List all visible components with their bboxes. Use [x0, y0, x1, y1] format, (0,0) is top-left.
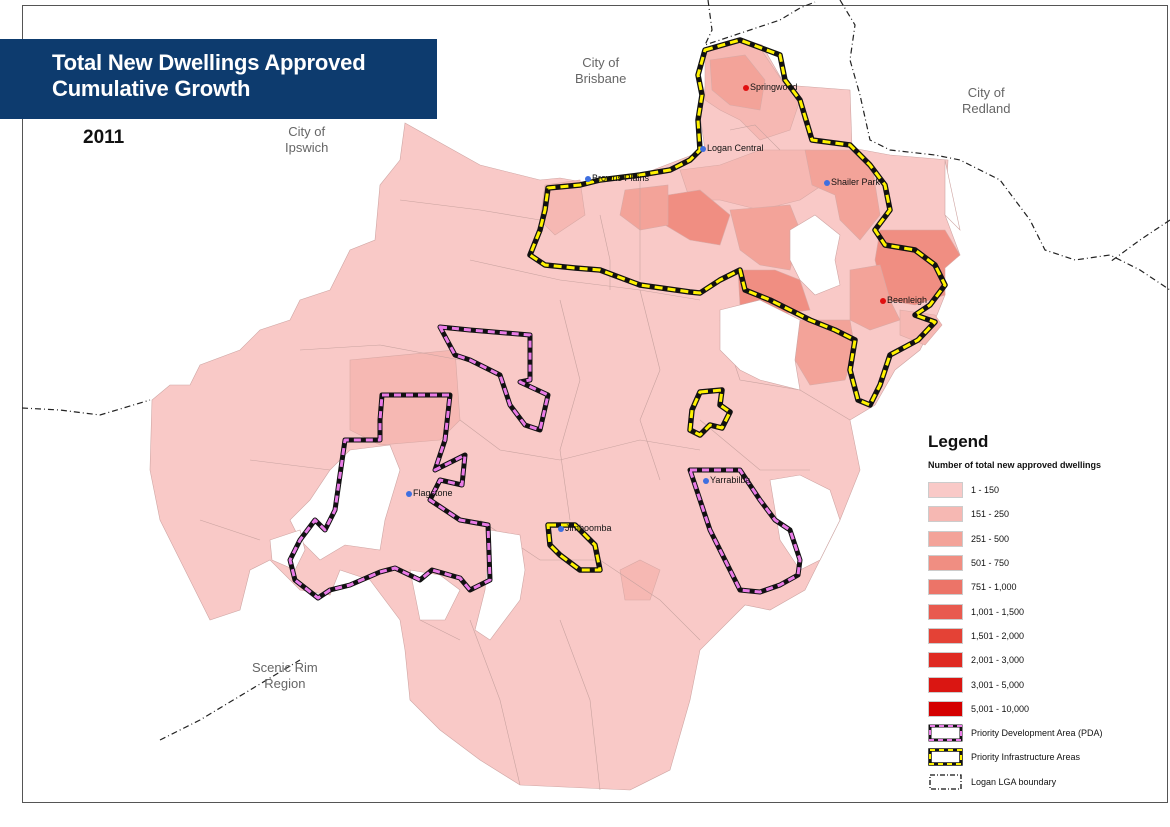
legend-classes: 1 - 150 151 - 250 251 - 500 501 - 750 751 - … — [928, 478, 1163, 721]
title-line-2: Cumulative Growth — [52, 76, 251, 101]
legend-class-row: 1,001 - 1,500 — [928, 599, 1163, 623]
legend-title: Legend — [928, 432, 989, 451]
legend-swatch — [928, 603, 963, 620]
title-banner: Total New Dwellings Approved Cumulative … — [0, 39, 437, 119]
legend-swatch — [928, 530, 963, 547]
legend-swatch — [928, 555, 963, 572]
legend-class-row: 2,001 - 3,000 — [928, 648, 1163, 672]
legend-subtitle: Number of total new approved dwellings — [928, 460, 1102, 470]
legend-row-lga: Logan LGA boundary — [928, 770, 1163, 794]
legend-class-row: 151 - 250 — [928, 502, 1163, 526]
legend-swatch — [928, 676, 963, 693]
place-springwood: Springwood — [743, 82, 798, 92]
unshaded-areas — [269, 159, 961, 641]
region-redland: City of Redland — [962, 85, 1011, 116]
place-yarrabilba: Yarrabilba — [703, 475, 750, 485]
pia-symbol-icon — [928, 748, 963, 767]
red-dot-icon — [743, 85, 749, 91]
legend-class-row: 3,001 - 5,000 — [928, 672, 1163, 696]
legend-class-label: 3,001 - 5,000 — [971, 679, 1025, 690]
blue-dot-icon — [824, 180, 830, 186]
legend: Legend Number of total new approved dwel… — [928, 432, 1163, 794]
pia-outlines — [527, 37, 948, 573]
pda-outlines — [287, 324, 803, 601]
legend-swatch — [928, 652, 963, 669]
legend-class-label: 151 - 250 — [971, 509, 1010, 520]
legend-class-label: 501 - 750 — [971, 558, 1010, 569]
legend-swatch — [928, 627, 963, 644]
red-dot-icon — [880, 298, 886, 304]
legend-class-row: 251 - 500 — [928, 527, 1163, 551]
legend-swatch — [928, 700, 963, 717]
legend-swatch — [928, 482, 963, 499]
legend-class-row: 1 - 150 — [928, 478, 1163, 502]
blue-dot-icon — [585, 176, 591, 182]
legend-class-label: 5,001 - 10,000 — [971, 703, 1030, 714]
blue-dot-icon — [558, 526, 564, 532]
place-flagstone: Flagstone — [406, 488, 453, 498]
region-brisbane: City of Brisbane — [575, 55, 627, 86]
legend-class-label: 251 - 500 — [971, 533, 1010, 544]
blue-dot-icon — [406, 491, 412, 497]
lga-boundary — [21, 0, 1170, 741]
legend-class-row: 5,001 - 10,000 — [928, 697, 1163, 721]
blue-dot-icon — [703, 478, 709, 484]
legend-class-label: 1 - 150 — [971, 485, 1000, 496]
legend-class-row: 751 - 1,000 — [928, 575, 1163, 599]
place-browns-plains: Browns Plains — [585, 173, 649, 183]
place-shailer-park: Shailer Park — [824, 177, 880, 187]
legend-label-lga: Logan LGA boundary — [971, 776, 1057, 787]
legend-class-row: 501 - 750 — [928, 551, 1163, 575]
legend-class-label: 751 - 1,000 — [971, 582, 1017, 593]
suburb-shading — [349, 39, 961, 601]
place-logan-central: Logan Central — [700, 143, 764, 153]
legend-class-label: 1,501 - 2,000 — [971, 630, 1025, 641]
legend-label-pia: Priority Infrastructure Areas — [971, 752, 1081, 763]
legend-class-label: 1,001 - 1,500 — [971, 606, 1025, 617]
pda-symbol-icon — [928, 724, 963, 742]
blue-dot-icon — [700, 146, 706, 152]
region-scenic-rim: Scenic Rim Region — [252, 660, 318, 691]
lga-boundary-symbol-icon — [929, 774, 962, 790]
legend-class-row: 1,501 - 2,000 — [928, 624, 1163, 648]
place-jimboomba: Jimboomba — [558, 523, 612, 533]
place-beenleigh: Beenleigh — [880, 295, 927, 305]
legend-row-pda: Priority Development Area (PDA) — [928, 721, 1163, 745]
legend-label-pda: Priority Development Area (PDA) — [971, 728, 1103, 739]
legend-class-label: 2,001 - 3,000 — [971, 655, 1025, 666]
legend-swatch — [928, 506, 963, 523]
title-line-1: Total New Dwellings Approved — [52, 50, 366, 75]
region-ipswich: City of Ipswich — [285, 124, 329, 155]
year-label: 2011 — [83, 127, 125, 148]
legend-swatch — [928, 579, 963, 596]
legend-row-pia: Priority Infrastructure Areas — [928, 745, 1163, 769]
